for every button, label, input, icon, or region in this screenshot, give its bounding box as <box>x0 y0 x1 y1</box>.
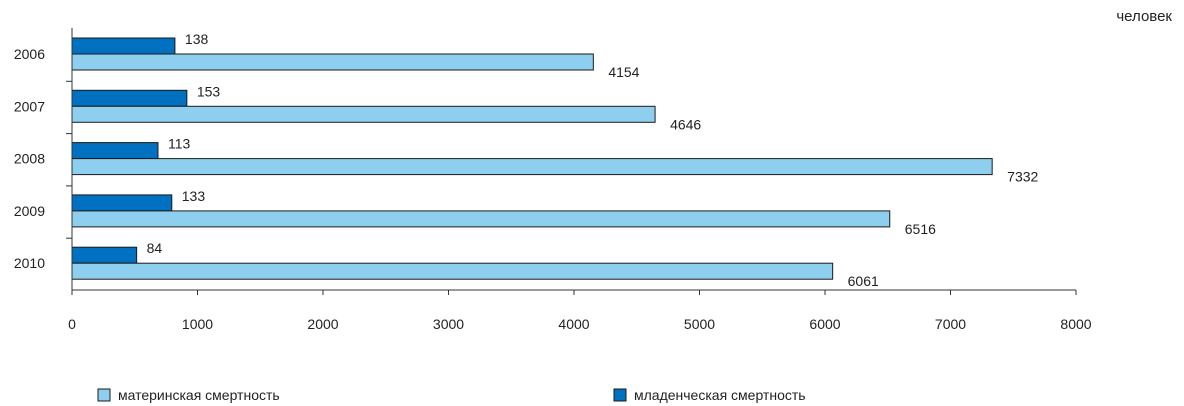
category-label-2008: 2008 <box>14 151 45 167</box>
x-axis: 0 1000 2000 3000 4000 5000 6000 7000 8000 <box>68 289 1092 332</box>
x-tick-label-4000: 4000 <box>558 316 589 332</box>
data-label-maternal-2010: 6061 <box>848 273 879 289</box>
bar-infant-2009 <box>71 194 173 212</box>
data-label-maternal-2009: 6516 <box>905 221 936 237</box>
bar-infant-2006 <box>71 37 176 55</box>
bar-infant-2010 <box>71 246 138 264</box>
legend: материнская смертность младенческая смерт… <box>97 387 806 403</box>
bars-layer: 138 4154 153 4646 113 7332 133 6516 84 6061 <box>71 31 1039 289</box>
legend-label-maternal: материнская смертность <box>118 387 280 403</box>
data-label-infant-2007: 153 <box>197 83 221 99</box>
bar-infant-2008 <box>71 142 159 160</box>
bar-maternal-2007 <box>71 105 656 123</box>
data-label-maternal-2008: 7332 <box>1007 169 1038 185</box>
bar-maternal-2006 <box>71 53 594 71</box>
unit-label: человек <box>1116 8 1172 25</box>
x-tick-label-5000: 5000 <box>684 316 715 332</box>
data-label-infant-2006: 138 <box>185 31 209 47</box>
data-label-infant-2009: 133 <box>182 188 206 204</box>
y-axis: 2006 2007 2008 2009 2010 <box>14 28 73 290</box>
category-label-2007: 2007 <box>14 98 45 114</box>
data-label-infant-2010: 84 <box>147 240 163 256</box>
bar-infant-2007 <box>71 89 188 107</box>
data-label-maternal-2006: 4154 <box>608 64 639 80</box>
x-tick-label-3000: 3000 <box>433 316 464 332</box>
bar-maternal-2010 <box>71 262 834 280</box>
x-tick-label-0: 0 <box>68 316 76 332</box>
data-label-maternal-2007: 4646 <box>670 116 701 132</box>
category-label-2010: 2010 <box>14 255 45 271</box>
legend-swatch-maternal <box>97 388 111 402</box>
x-tick-label-1000: 1000 <box>182 316 213 332</box>
legend-label-infant: младенческая смертность <box>634 387 806 403</box>
category-label-2009: 2009 <box>14 203 45 219</box>
data-label-infant-2008: 113 <box>168 136 191 152</box>
bar-maternal-2008 <box>71 158 993 176</box>
category-label-2006: 2006 <box>14 46 45 62</box>
x-tick-label-8000: 8000 <box>1060 316 1091 332</box>
x-tick-label-2000: 2000 <box>307 316 338 332</box>
bar-maternal-2009 <box>71 210 891 228</box>
x-tick-label-7000: 7000 <box>935 316 966 332</box>
x-tick-label-6000: 6000 <box>809 316 840 332</box>
legend-swatch-infant <box>613 388 627 402</box>
